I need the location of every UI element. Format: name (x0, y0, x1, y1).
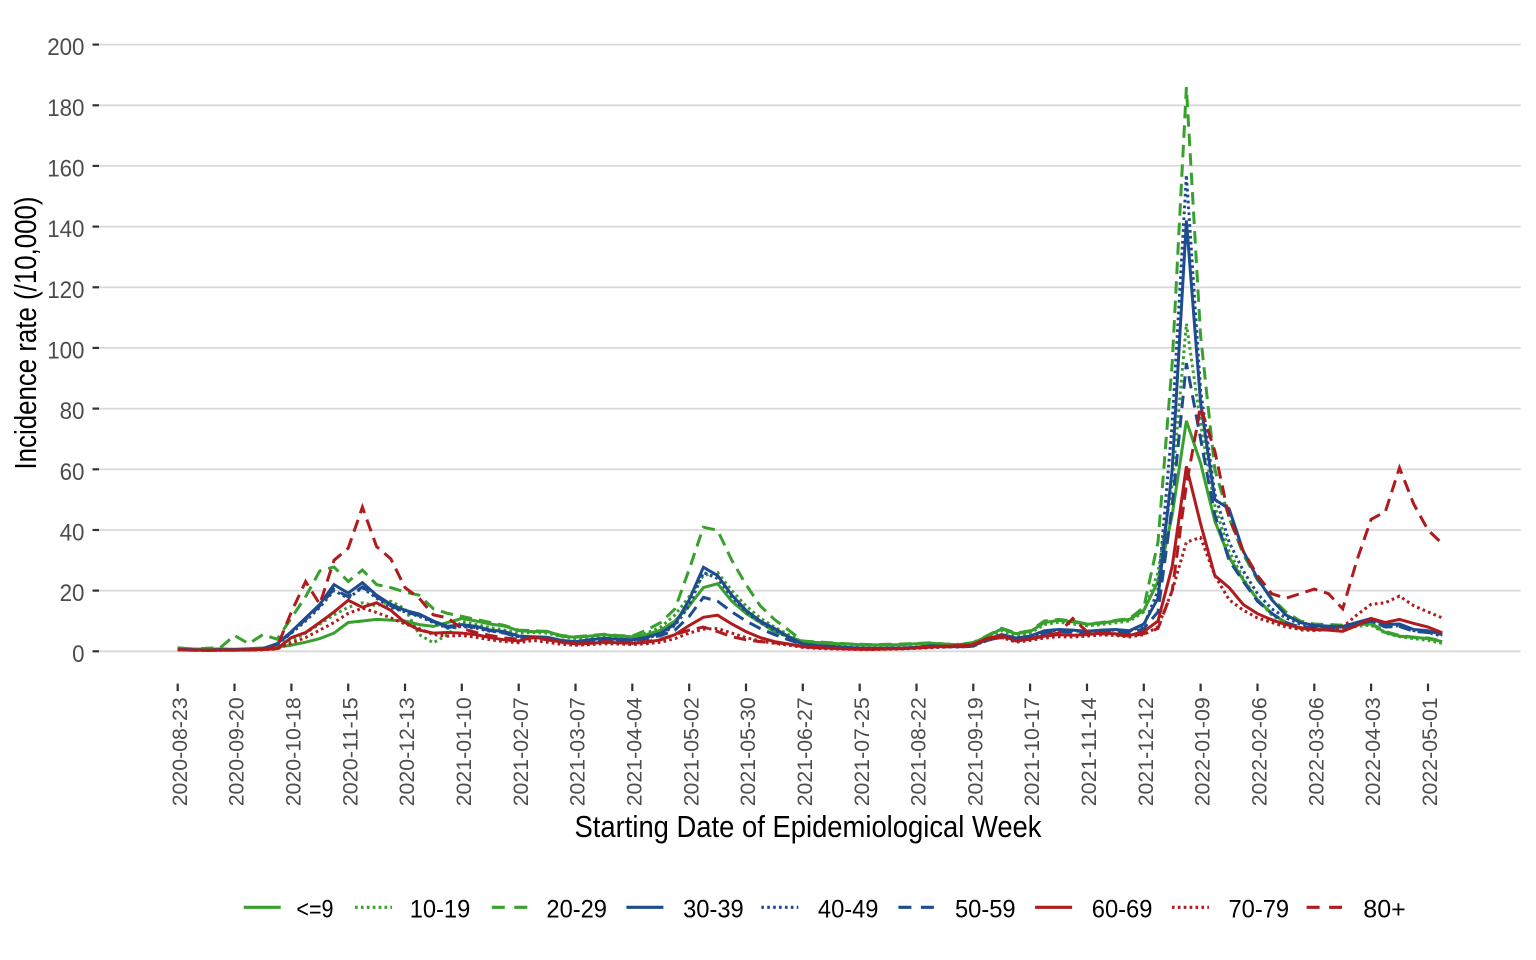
svg-text:2021-07-25: 2021-07-25 (851, 697, 874, 806)
svg-text:2020-12-13: 2020-12-13 (396, 697, 419, 806)
svg-text:120: 120 (47, 277, 84, 304)
svg-text:10-19: 10-19 (410, 895, 471, 923)
svg-text:<=9: <=9 (296, 895, 333, 923)
svg-text:40-49: 40-49 (818, 895, 879, 923)
svg-text:180: 180 (47, 95, 84, 122)
svg-text:80: 80 (60, 398, 85, 425)
svg-text:200: 200 (47, 34, 84, 61)
svg-text:100: 100 (47, 337, 84, 364)
svg-text:60: 60 (60, 459, 85, 486)
svg-text:160: 160 (47, 155, 84, 182)
svg-text:2021-08-22: 2021-08-22 (908, 697, 931, 806)
svg-text:0: 0 (72, 641, 84, 668)
svg-text:2020-09-20: 2020-09-20 (226, 697, 249, 806)
svg-text:20-29: 20-29 (546, 895, 607, 923)
svg-text:2021-09-19: 2021-09-19 (964, 697, 987, 806)
svg-text:30-39: 30-39 (683, 895, 744, 923)
svg-text:140: 140 (47, 216, 84, 243)
svg-text:2022-01-09: 2022-01-09 (1192, 697, 1215, 806)
svg-text:2022-02-06: 2022-02-06 (1249, 697, 1272, 806)
svg-text:2021-10-17: 2021-10-17 (1021, 697, 1044, 806)
svg-text:70-79: 70-79 (1229, 895, 1290, 923)
svg-text:80+: 80+ (1363, 895, 1405, 923)
svg-text:2021-05-02: 2021-05-02 (680, 697, 703, 806)
svg-text:50-59: 50-59 (955, 895, 1016, 923)
svg-text:2022-04-03: 2022-04-03 (1362, 697, 1385, 806)
svg-text:2020-11-15: 2020-11-15 (339, 697, 362, 806)
svg-text:2021-12-12: 2021-12-12 (1135, 697, 1158, 806)
svg-text:Incidence rate (/10,000): Incidence rate (/10,000) (9, 197, 43, 470)
svg-text:2021-05-30: 2021-05-30 (737, 697, 760, 806)
svg-text:2022-03-06: 2022-03-06 (1305, 697, 1328, 806)
svg-text:2020-10-18: 2020-10-18 (283, 697, 306, 806)
svg-text:40: 40 (60, 520, 85, 547)
svg-text:20: 20 (60, 580, 85, 607)
svg-text:2021-06-27: 2021-06-27 (794, 697, 817, 806)
svg-text:60-69: 60-69 (1092, 895, 1153, 923)
svg-text:2021-11-14: 2021-11-14 (1078, 697, 1101, 806)
svg-text:Starting Date of Epidemiologic: Starting Date of Epidemiological Week (575, 810, 1043, 844)
svg-text:2022-05-01: 2022-05-01 (1419, 697, 1442, 806)
svg-text:2021-04-04: 2021-04-04 (623, 697, 646, 806)
svg-text:2021-02-07: 2021-02-07 (510, 697, 533, 806)
svg-text:2021-01-10: 2021-01-10 (453, 697, 476, 806)
svg-text:2021-03-07: 2021-03-07 (567, 697, 590, 806)
svg-text:2020-08-23: 2020-08-23 (169, 697, 192, 806)
